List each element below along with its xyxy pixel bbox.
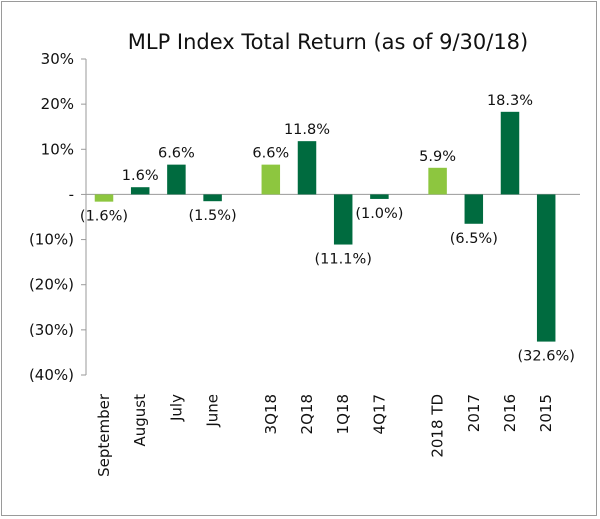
data-labels: (1.6%) 1.6% 6.6% (1.5%) 6.6% 11.8% (11.1%) (1.0… — [80, 93, 575, 365]
category-label: 3Q18 — [262, 394, 280, 434]
data-label: (6.5%) — [450, 231, 498, 247]
data-label: 18.3% — [487, 93, 533, 109]
category-label: 2015 — [537, 394, 555, 432]
data-label: 1.6% — [122, 168, 159, 184]
data-label: 11.8% — [284, 122, 330, 138]
category-label: June — [204, 394, 222, 428]
bar — [428, 167, 447, 195]
data-label: 6.6% — [158, 146, 195, 162]
data-label: (11.1%) — [315, 252, 372, 268]
bar — [536, 194, 556, 342]
bar — [167, 164, 186, 195]
y-tick-label: (10%) — [29, 231, 74, 249]
y-tick-label: 30% — [41, 50, 74, 68]
data-label: (1.5%) — [189, 208, 237, 224]
y-tick-label: (30%) — [29, 321, 74, 339]
category-label: 2018 TD — [429, 394, 447, 458]
bar — [261, 164, 281, 195]
bar — [94, 194, 114, 202]
category-label: July — [167, 394, 185, 422]
category-label: 1Q18 — [334, 394, 352, 434]
bars — [94, 111, 556, 342]
data-label: 5.9% — [419, 149, 456, 165]
x-axis-categories: September August July June 3Q18 2Q18 1Q18 4Q17 2… — [95, 393, 555, 477]
bar — [500, 111, 520, 195]
y-axis-ticks: 30% 20% 10% - (10%) (20%) (30%) (40%) — [29, 50, 86, 384]
y-tick-label: 10% — [41, 140, 74, 158]
bar — [370, 194, 389, 199]
y-tick-label: (40%) — [29, 366, 74, 384]
category-label: September — [95, 393, 113, 477]
bar — [333, 194, 353, 245]
category-label: 2017 — [465, 394, 483, 432]
y-tick-label: (20%) — [29, 276, 74, 294]
bar — [464, 194, 484, 224]
bar — [297, 141, 317, 195]
bar — [203, 194, 222, 202]
bar — [130, 187, 150, 195]
data-label: (1.0%) — [355, 206, 403, 222]
data-label: 6.6% — [252, 146, 289, 162]
category-label: 2Q18 — [298, 394, 316, 434]
category-label: 4Q17 — [370, 394, 388, 434]
data-label: (32.6%) — [518, 349, 575, 365]
category-label: August — [131, 394, 149, 447]
y-tick-label: 20% — [41, 95, 74, 113]
y-tick-label: - — [69, 185, 74, 203]
chart-title: MLP Index Total Return (as of 9/30/18) — [128, 30, 528, 54]
data-label: (1.6%) — [80, 209, 128, 225]
category-label: 2016 — [501, 394, 519, 432]
